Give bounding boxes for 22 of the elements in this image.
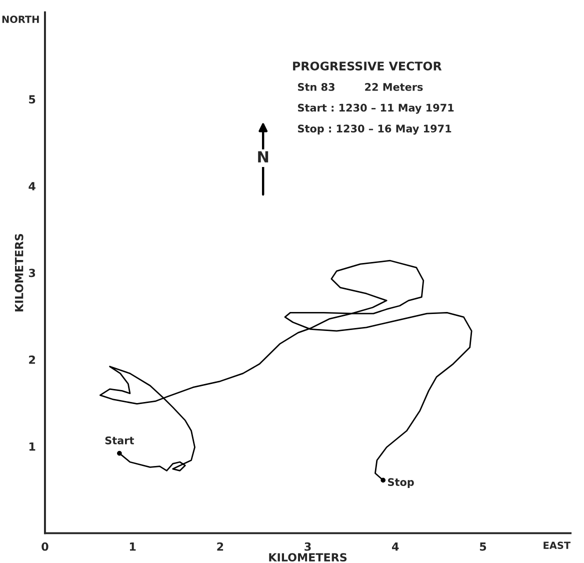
annotation: N: [258, 151, 268, 162]
text: NORTH: [2, 16, 39, 24]
x-tick-label: 3: [304, 542, 311, 551]
y-tick-label: 4: [28, 182, 36, 190]
annotation: Start: [105, 436, 134, 444]
annotation: Stop: [388, 478, 414, 488]
x-tick-label: 5: [480, 542, 486, 551]
annotation: Stop : 1230 – 16 May 1971: [298, 124, 452, 135]
annotation: Stn 83 22 Meters: [298, 83, 423, 91]
x-tick-label: 2: [217, 542, 224, 551]
y-tick-label: 3: [28, 268, 36, 278]
annotation: PROGRESSIVE VECTOR: [293, 62, 442, 70]
y-tick-label: 5: [29, 95, 36, 104]
x-axis-title: KILOMETERS: [269, 553, 347, 562]
y-tick-label: 1: [29, 442, 36, 451]
x-tick-label: 0: [42, 542, 48, 551]
text: EAST: [544, 542, 571, 549]
x-tick-label: 4: [392, 542, 399, 551]
y-axis-title: KILOMETERS: [14, 234, 24, 312]
x-tick-label: 1: [130, 542, 136, 551]
annotation: Start : 1230 – 11 May 1971: [298, 104, 454, 114]
y-tick-label: 2: [29, 356, 35, 364]
